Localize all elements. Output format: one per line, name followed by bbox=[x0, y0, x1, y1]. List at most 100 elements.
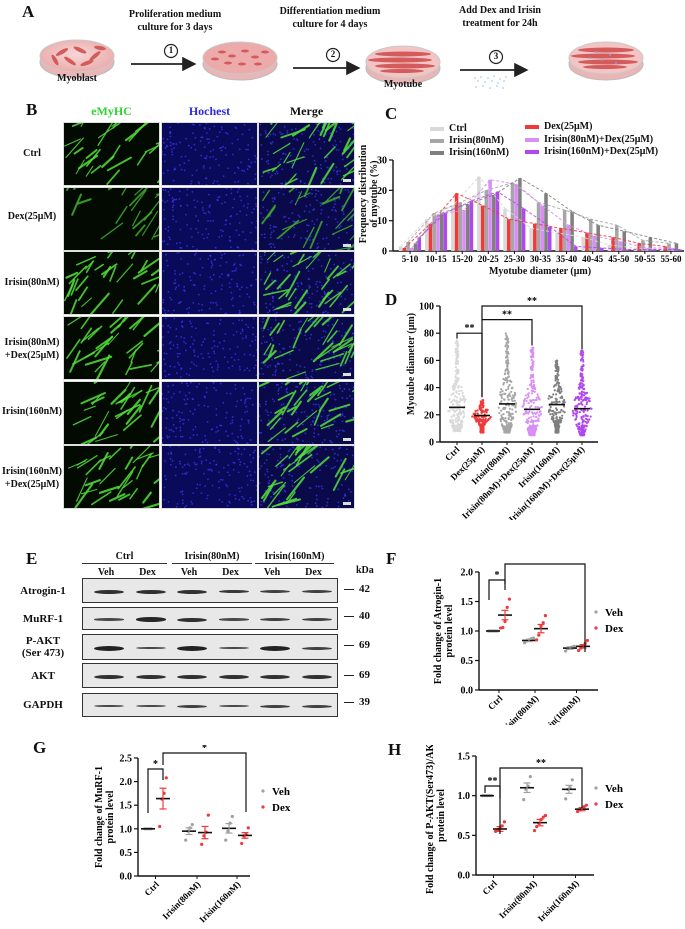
chart-c-ylabel: Frequency distribution of myotube (%) bbox=[358, 144, 380, 244]
protein-band bbox=[135, 646, 166, 650]
dish-myotube-icon bbox=[365, 45, 441, 85]
step-3-number: 3 bbox=[493, 51, 499, 61]
row-label-line1: Irisin(160nM) bbox=[2, 466, 62, 477]
svg-text:10: 10 bbox=[377, 216, 387, 227]
drug-dots-icon bbox=[474, 75, 507, 89]
svg-text:0.5: 0.5 bbox=[458, 831, 471, 842]
hochest-image bbox=[161, 122, 258, 186]
merge-image bbox=[258, 187, 355, 251]
svg-text:Irisin(160nM): Irisin(160nM) bbox=[536, 878, 581, 923]
protein-band bbox=[260, 704, 290, 708]
legend-item: Dex(25μM) bbox=[525, 121, 592, 132]
svg-text:20: 20 bbox=[377, 186, 387, 197]
svg-text:Ctrl: Ctrl bbox=[486, 693, 505, 712]
step-1-text: Proliferation medium culture for 3 days bbox=[100, 8, 250, 34]
myotube-label: Myotube bbox=[383, 79, 423, 90]
kda-marker: 39 bbox=[344, 696, 370, 708]
svg-text:1.5: 1.5 bbox=[461, 597, 474, 608]
step-1-circle-icon bbox=[163, 43, 179, 59]
hochest-image bbox=[161, 381, 258, 445]
svg-text:0.5: 0.5 bbox=[461, 656, 474, 667]
blot-lane-label: Veh bbox=[180, 567, 198, 578]
column-header-hochest: Hochest bbox=[188, 104, 231, 118]
blot-strip bbox=[82, 663, 338, 688]
legend-label: Irisin(160nM)+Dex(25μM) bbox=[544, 146, 659, 157]
svg-text:Irisin(80nM): Irisin(80nM) bbox=[160, 879, 202, 921]
svg-text:Veh: Veh bbox=[605, 783, 623, 795]
step-2-text: Differentiation medium culture for 4 day… bbox=[255, 5, 405, 31]
blot-lane-label: Dex bbox=[305, 567, 322, 578]
blot-strip bbox=[82, 578, 338, 603]
row-label-irisin160-dex: Irisin(160nM) +Dex(25μM) bbox=[0, 465, 64, 491]
panel-label-a: A bbox=[22, 2, 35, 21]
hochest-image bbox=[161, 316, 258, 380]
blot-lane-label: Dex bbox=[139, 567, 156, 578]
protein-band bbox=[218, 674, 249, 679]
protein-band bbox=[177, 617, 207, 622]
step-2-line2: culture for 4 days bbox=[292, 19, 368, 30]
blot-lane-label: Dex bbox=[222, 567, 239, 578]
chart-c-frequency-distribution: 0 10 20 30 5-10 10-15 15-20 20-25 25-30 30-35 35-4… bbox=[377, 156, 684, 264]
protein-name-label: AKT bbox=[31, 669, 55, 682]
svg-text:*: * bbox=[153, 759, 158, 770]
protein-band bbox=[135, 704, 166, 708]
svg-text:40-45: 40-45 bbox=[582, 254, 603, 264]
svg-text:Fold change of Atrogin-1protei: Fold change of Atrogin-1protein level bbox=[433, 578, 455, 684]
svg-text:Irisin(160nM): Irisin(160nM) bbox=[537, 693, 582, 725]
dish-myoblast-icon bbox=[39, 39, 115, 79]
legend-item: Irisin(80nM) bbox=[430, 135, 504, 146]
svg-text:**: ** bbox=[536, 758, 546, 769]
svg-text:**: ** bbox=[465, 323, 475, 334]
blot-strip bbox=[82, 607, 338, 630]
svg-text:0.0: 0.0 bbox=[120, 872, 133, 883]
step-3-line1: Add Dex and Irisin bbox=[459, 5, 541, 16]
step-1-line1: Proliferation medium bbox=[128, 9, 222, 20]
svg-text:15-20: 15-20 bbox=[452, 254, 473, 264]
protein-band bbox=[260, 674, 290, 679]
row-label-irisin80-dex: Irisin(80nM) +Dex(25μM) bbox=[0, 336, 64, 362]
kda-marker: 69 bbox=[344, 669, 370, 681]
blot-group-header: Irisin(80nM) bbox=[172, 551, 252, 564]
protein-name-label: GAPDH bbox=[23, 699, 63, 711]
myoblast-label: Myoblast bbox=[57, 73, 97, 84]
emyhc-image bbox=[63, 445, 160, 509]
protein-band bbox=[94, 589, 124, 594]
merge-image bbox=[258, 251, 355, 315]
panel-label-g: G bbox=[33, 738, 47, 757]
kda-marker: 42 bbox=[344, 583, 370, 595]
chart-h-pakt-akt: 0.0 0.5 1.0 1.5 CtrlIrisin(80nM)Irisin(160nM… bbox=[425, 745, 624, 924]
legend-label: Irisin(160nM) bbox=[449, 147, 509, 158]
emyhc-image bbox=[63, 381, 160, 445]
step-3-circle-icon bbox=[488, 49, 504, 65]
row-label-ctrl: Ctrl bbox=[23, 148, 41, 159]
protein-name-label: MuRF-1 bbox=[22, 612, 64, 625]
panel-label-f: F bbox=[386, 549, 397, 568]
chart-f-atrogin1: 0.0 0.5 1.0 1.5 2.0 CtrlIrisin(80nM)Irisin(16… bbox=[433, 560, 624, 725]
svg-text:Irisin(80nM): Irisin(80nM) bbox=[498, 693, 540, 725]
row-label-line1: Irisin(80nM) bbox=[4, 337, 60, 348]
row-label-line2: +Dex(25μM) bbox=[4, 350, 60, 361]
protein-band bbox=[94, 704, 124, 708]
protein-name-label: Atrogin-1 bbox=[20, 584, 66, 597]
dish-confluent-icon bbox=[202, 41, 278, 81]
svg-text:0.0: 0.0 bbox=[458, 871, 471, 882]
panel-label-h: H bbox=[388, 740, 402, 759]
svg-text:Veh: Veh bbox=[272, 786, 290, 798]
step-1-line2: culture for 3 days bbox=[137, 22, 213, 33]
protein-band bbox=[301, 704, 332, 708]
svg-text:Fold change of P-AKT(Ser473)/A: Fold change of P-AKT(Ser473)/AKTprotein … bbox=[425, 745, 447, 894]
legend-swatch bbox=[430, 150, 444, 155]
svg-text:80: 80 bbox=[424, 329, 434, 340]
svg-text:20-25: 20-25 bbox=[478, 254, 499, 264]
blot-lane-label: Veh bbox=[263, 567, 281, 578]
blot-strip bbox=[82, 693, 338, 717]
svg-text:Dex: Dex bbox=[272, 802, 291, 814]
legend-label: Dex(25μM) bbox=[544, 121, 593, 132]
panel-a-workflow bbox=[39, 39, 644, 89]
protein-band bbox=[177, 674, 207, 679]
chart-c-xlabel: Myotube diameter (μm) bbox=[488, 266, 592, 277]
legend-swatch bbox=[525, 124, 539, 129]
step-2-circle-icon bbox=[325, 47, 341, 63]
panel-label-d: D bbox=[385, 290, 398, 309]
svg-text:10-15: 10-15 bbox=[426, 254, 447, 264]
